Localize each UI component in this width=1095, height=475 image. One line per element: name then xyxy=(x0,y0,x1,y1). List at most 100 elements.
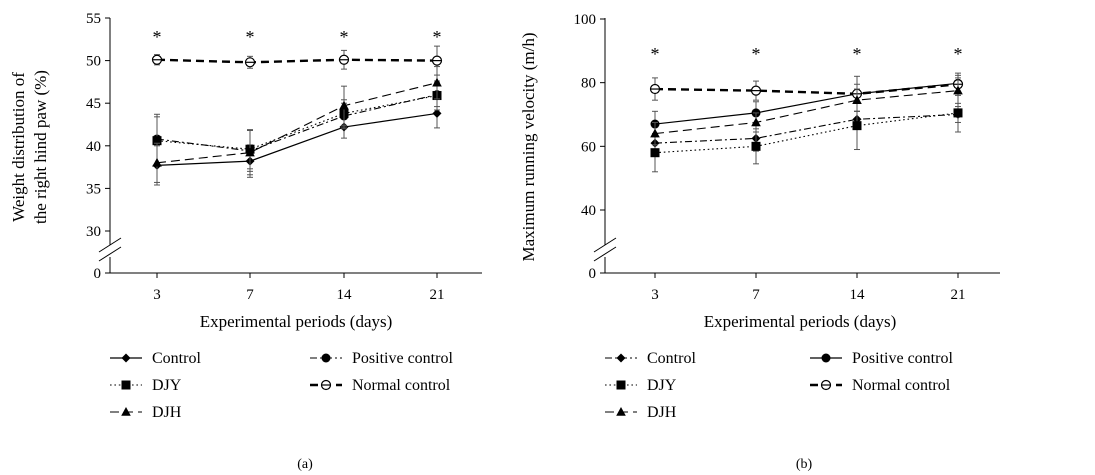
chart-0-data-point xyxy=(432,108,442,118)
chart-0-plot: 30 35 40 45 50 55 0 3 7 14 21 Experimental periods … xyxy=(9,11,482,331)
chart-1-data-point xyxy=(650,128,660,138)
chart-1-data-point xyxy=(953,108,963,118)
chart-1-significance-star: * xyxy=(752,44,761,64)
chart-0-series-djy xyxy=(152,80,442,170)
chart-0-data-point xyxy=(432,77,442,87)
chart-0-y-tick-label: 35 xyxy=(86,181,101,197)
chart-0-y-axis-title-line: the right hind paw (%) xyxy=(31,70,50,224)
chart-1-legend-marker xyxy=(821,353,831,363)
chart-1-legend-marker xyxy=(820,379,832,391)
chart-1-axis-break-slash xyxy=(593,246,617,262)
chart-1-significance-star: * xyxy=(651,44,660,64)
chart-1-series-line xyxy=(654,83,959,96)
chart-0-axis-break-slash xyxy=(98,237,122,253)
chart-0-data-point xyxy=(152,136,162,146)
chart-1-data-point xyxy=(953,85,963,95)
chart-1-legend-marker xyxy=(616,407,626,416)
chart-1-series-normal-control xyxy=(649,72,964,112)
chart-0-legend-marker xyxy=(320,379,332,391)
chart-0-series-line xyxy=(156,94,438,150)
chart-0-legend-item: Control xyxy=(110,350,201,367)
chart-0-y-tick-label: 40 xyxy=(86,139,101,155)
chart-1-legend-label: DJY xyxy=(647,377,677,394)
chart-1-y-tick-label: 60 xyxy=(581,139,596,155)
chart-1-legend-item: DJY xyxy=(605,377,677,394)
chart-0-panel-label: (a) xyxy=(297,457,313,472)
chart-1-data-point xyxy=(852,95,862,104)
chart-0-y-tick-label: 50 xyxy=(86,54,101,70)
chart-1-significance-star: * xyxy=(853,44,862,64)
chart-1-y-axis-title: Maximum running velocity (m/h) xyxy=(519,33,538,262)
chart-0-legend-marker xyxy=(121,380,131,390)
chart-0-legend-label: Control xyxy=(152,350,201,367)
chart-0-data-point xyxy=(339,100,349,110)
chart-1-y-tick-label-zero: 0 xyxy=(589,266,597,282)
chart-0-series-line xyxy=(156,82,438,164)
chart-1-data-point xyxy=(649,83,661,95)
chart-0-data-point xyxy=(244,57,256,68)
chart-0-legend-label: DJH xyxy=(152,404,182,421)
chart-0-legend-label: DJY xyxy=(152,377,182,394)
chart-0-y-axis-title-line: Weight distribution of xyxy=(9,72,28,222)
chart-0-legend-marker xyxy=(121,353,131,363)
chart-0-y-tick-label: 55 xyxy=(86,11,101,27)
chart-1-legend-label: Normal control xyxy=(852,377,951,394)
chart-1-legend-label: DJH xyxy=(647,404,677,421)
chart-0-y-axis-title: Weight distribution of the right hind paw… xyxy=(9,70,50,224)
chart-1-legend-marker xyxy=(616,353,626,363)
chart-1-x-tick-label: 21 xyxy=(951,287,966,303)
chart-1-series-line xyxy=(654,113,959,144)
chart-1-x-axis-title: Experimental periods (days) xyxy=(704,312,897,331)
chart-0-series-line xyxy=(156,112,438,166)
chart-1-legend-item: Control xyxy=(605,350,696,367)
chart-0-legend-item: DJY xyxy=(110,377,182,394)
chart-1-series-control xyxy=(650,106,963,154)
chart-1-legend-marker xyxy=(616,380,626,390)
chart-1-data-point xyxy=(751,117,761,127)
chart-0-series-line xyxy=(156,58,438,64)
chart-0-x-tick-label: 14 xyxy=(337,287,353,303)
chart-0-y-tick-label-zero: 0 xyxy=(94,266,102,282)
chart-0-significance-star: * xyxy=(340,27,349,47)
chart-0-data-point xyxy=(431,55,443,66)
chart-1-series-djh xyxy=(650,77,963,146)
chart-1-series-positive-control xyxy=(650,74,963,138)
chart-1-x-tick-label: 14 xyxy=(850,287,866,303)
chart-0-axis-break xyxy=(98,237,122,262)
chart-0-series-djh xyxy=(152,66,442,183)
chart-1-series-djy xyxy=(650,93,963,173)
chart-1-data-point xyxy=(650,148,660,158)
chart-1-y-tick-label: 80 xyxy=(581,76,596,92)
chart-1-y-axis-title-line: Maximum running velocity (m/h) xyxy=(519,33,538,262)
chart-1-data-point xyxy=(852,121,862,131)
chart-0-data-point xyxy=(152,157,162,167)
chart-0-legend-item: Normal control xyxy=(310,377,451,394)
chart-0-series-normal-control xyxy=(151,45,443,76)
chart-1-x-tick-label: 7 xyxy=(752,287,760,303)
chart-0-x-tick-label: 3 xyxy=(153,287,161,303)
chart-1-axis-break xyxy=(593,237,617,262)
chart-1-axis-break-slash xyxy=(593,237,617,253)
chart-1-legend-label: Control xyxy=(647,350,696,367)
chart-1-series-line xyxy=(654,90,959,135)
chart-0-series-control xyxy=(152,98,442,186)
chart-0-legend: Control Positive control DJY Normal control… xyxy=(110,350,453,421)
chart-0-significance-star: * xyxy=(433,27,442,47)
chart-0-axis-break-slash xyxy=(98,246,122,262)
chart-1-legend-item: Normal control xyxy=(810,377,951,394)
chart-1-legend-item: Positive control xyxy=(810,350,953,367)
chart-0-legend-marker xyxy=(121,407,131,416)
chart-0-x-tick-label: 21 xyxy=(430,287,445,303)
chart-0-legend-label: Positive control xyxy=(352,350,453,367)
chart-1-y-tick-label: 40 xyxy=(581,203,596,219)
chart-0-significance-star: * xyxy=(153,27,162,47)
chart-0-axis-break-gap xyxy=(107,245,113,257)
chart-0-data-point xyxy=(338,54,350,65)
chart-0-series-positive-control xyxy=(152,82,442,172)
chart-0-data-point xyxy=(151,54,163,65)
chart-1-legend: Control Positive control DJY Normal control… xyxy=(605,350,953,421)
chart-0-legend-item: Positive control xyxy=(310,350,453,367)
chart-1-y-tick-label: 100 xyxy=(574,12,597,28)
chart-1-data-point xyxy=(751,141,761,151)
